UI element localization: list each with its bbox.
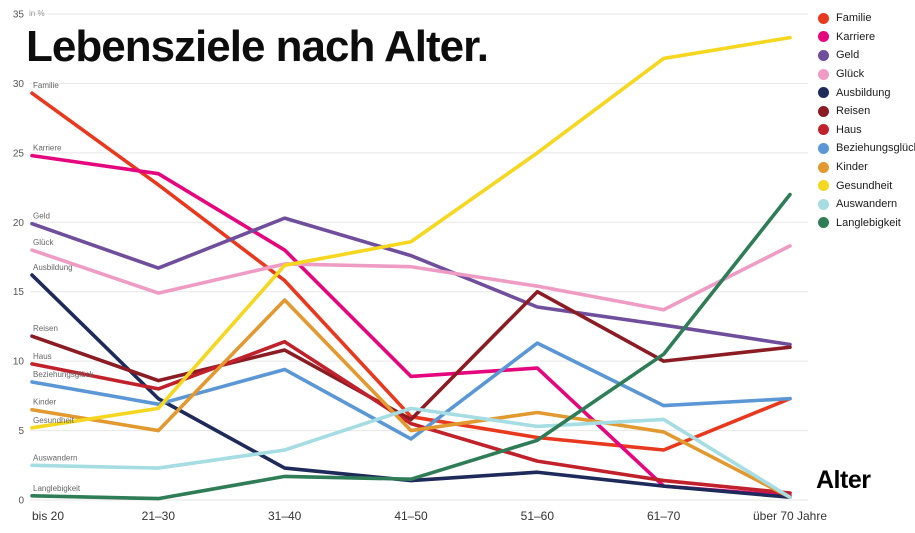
y-tick-label: 0 <box>18 496 24 507</box>
x-tick-label: über 70 Jahre <box>753 509 827 523</box>
series-start-label: Familie <box>33 81 59 90</box>
legend-item: Reisen <box>818 102 915 121</box>
series-start-label: Gesundheit <box>33 416 75 425</box>
legend-label: Reisen <box>836 105 871 118</box>
legend-label: Familie <box>836 12 872 25</box>
legend-item: Karriere <box>818 28 915 47</box>
series-start-label: Karriere <box>33 144 62 153</box>
legend-dot <box>818 31 829 43</box>
legend-dot <box>818 180 829 192</box>
legend-dot <box>818 161 829 173</box>
series-line-haus <box>30 339 792 495</box>
legend-dot <box>818 12 829 24</box>
legend-dot <box>818 142 829 154</box>
series-start-label: Langlebigkeit <box>33 484 81 493</box>
y-tick-label: 5 <box>18 426 24 437</box>
y-tick-label: 20 <box>13 218 25 229</box>
series-start-label: Haus <box>33 352 52 361</box>
series-start-label: Ausbildung <box>33 263 73 272</box>
legend-dot <box>818 124 829 136</box>
series-start-label: Beziehungsglück <box>33 370 94 379</box>
y-tick-label: 30 <box>13 79 25 90</box>
y-tick-label: 25 <box>13 148 25 159</box>
legend-label: Geld <box>836 49 860 62</box>
legend-dot <box>818 87 829 99</box>
series-line-beziehungsglück <box>30 341 792 441</box>
legend-dot <box>818 217 829 229</box>
legend-item: Ausbildung <box>818 83 915 102</box>
legend-dot <box>818 68 829 80</box>
y-tick-label: 10 <box>13 357 25 368</box>
legend-label: Karriere <box>836 30 876 43</box>
series-start-label: Auswandern <box>33 453 77 462</box>
legend: Familie Karriere Geld Glück Ausbildung R… <box>818 9 915 232</box>
legend-label: Gesundheit <box>836 179 893 192</box>
chart-title: Lebensziele nach Alter. <box>26 22 489 71</box>
legend-item: Familie <box>818 9 915 28</box>
legend-item: Kinder <box>818 158 915 177</box>
series-line-familie <box>30 91 792 452</box>
legend-label: Langlebigkeit <box>836 216 901 229</box>
x-tick-label: 51–60 <box>521 509 555 523</box>
legend-item: Beziehungsglück <box>818 139 915 158</box>
legend-label: Ausbildung <box>836 86 891 99</box>
legend-label: Haus <box>836 123 862 136</box>
legend-item: Langlebigkeit <box>818 214 915 233</box>
legend-label: Kinder <box>836 161 868 174</box>
legend-item: Haus <box>818 121 915 140</box>
x-tick-label: 31–40 <box>268 509 302 523</box>
series-line-auswandern <box>30 406 792 500</box>
legend-label: Auswandern <box>836 198 898 211</box>
series-line-glück <box>30 244 792 312</box>
y-axis-unit-label: in % <box>29 9 45 18</box>
legend-label: Glück <box>836 68 865 81</box>
x-tick-label: 41–50 <box>394 509 428 523</box>
y-tick-label: 15 <box>13 287 25 298</box>
series-line-reisen <box>30 289 792 422</box>
series-line-gesundheit <box>30 35 792 430</box>
legend-item: Auswandern <box>818 195 915 214</box>
series-line-geld <box>30 216 792 347</box>
x-tick-label: 21–30 <box>142 509 176 523</box>
series-start-label: Glück <box>33 238 54 247</box>
series-line-kinder <box>30 298 792 500</box>
series-start-label: Geld <box>33 212 50 221</box>
legend-dot <box>818 105 829 117</box>
legend-item: Geld <box>818 46 915 65</box>
legend-item: Gesundheit <box>818 176 915 195</box>
legend-dot <box>818 198 829 210</box>
legend-label: Beziehungsglück <box>836 142 915 155</box>
x-axis-title: Alter <box>816 466 871 494</box>
series-start-label: Kinder <box>33 398 56 407</box>
x-tick-label: bis 20 <box>32 509 64 523</box>
series-line-langlebigkeit <box>30 192 792 501</box>
x-tick-label: 61–70 <box>647 509 681 523</box>
y-tick-label: 35 <box>13 10 25 21</box>
series-start-label: Reisen <box>33 324 58 333</box>
legend-item: Glück <box>818 65 915 84</box>
legend-dot <box>818 49 829 61</box>
